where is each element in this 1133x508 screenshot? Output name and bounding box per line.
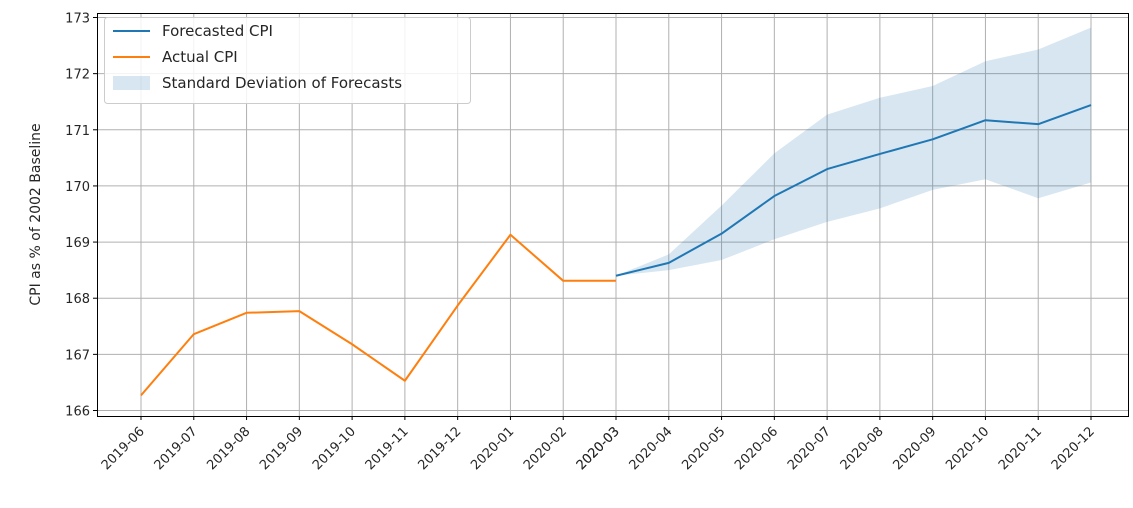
std-band-layer [616, 27, 1091, 276]
std-deviation-band [616, 27, 1091, 276]
y-tick-label: 171 [65, 124, 90, 139]
series-layer [140, 104, 1092, 396]
y-axis-label: CPI as % of 2002 Baseline [28, 123, 44, 305]
legend-box [104, 17, 471, 104]
legend-label: Standard Deviation of Forecasts [162, 74, 402, 92]
y-tick-label: 172 [65, 68, 90, 83]
legend-swatch-band [113, 76, 150, 90]
y-tick-label: 167 [65, 348, 90, 363]
plot-frame [97, 13, 1129, 417]
y-tick-label: 168 [65, 292, 90, 307]
y-tick-label: 173 [65, 12, 90, 27]
legend: Forecasted CPI Actual CPI Standard Deviati… [104, 17, 471, 104]
y-tick-label: 170 [65, 180, 90, 195]
legend-label: Actual CPI [162, 48, 238, 66]
legend-label: Forecasted CPI [162, 22, 273, 40]
y-tick-label: 169 [65, 236, 90, 251]
actual-cpi-line [140, 233, 616, 396]
forecasted-cpi-line [615, 104, 1092, 277]
y-axis: 166 167 168 169 170 171 172 173 [65, 12, 97, 420]
y-tick-label: 166 [65, 405, 90, 420]
